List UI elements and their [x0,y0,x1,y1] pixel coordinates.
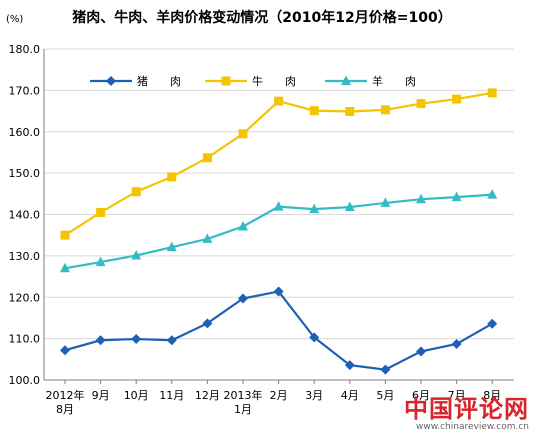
chart-title: 猪肉、牛肉、羊肉价格变动情况（2010年12月价格=100） [71,9,451,26]
y-tick-label: 120.0 [9,291,41,304]
x-tick-label: 7月 [448,389,466,402]
data-point [60,345,70,356]
legend-label: 羊 肉 [372,74,416,88]
series-1 [60,88,497,240]
legend-marker [221,76,231,86]
data-point [452,94,462,104]
data-point [344,360,355,371]
data-point [202,318,213,329]
data-point [95,335,106,346]
series-group [60,88,498,375]
legend-label: 牛 肉 [252,74,296,88]
watermark: 中国评论网 www.chinareview.com.cn [404,397,529,432]
series-0 [60,286,498,375]
x-tick-label: 9月 [92,389,110,402]
x-tick-label: 4月 [341,389,359,402]
legend-label: 猪 肉 [137,75,181,88]
data-point [380,197,391,207]
y-axis-ticks: 100.0 110.0 120.0 130.0 140.0 150.0 160.0 170.0… [9,43,41,387]
data-point [451,191,462,202]
data-point [309,332,320,343]
y-tick-label: 140.0 [9,209,41,222]
y-tick-label: 110.0 [9,333,41,346]
data-point [202,233,213,243]
data-point [166,335,177,346]
data-point [273,201,284,211]
legend: 猪 肉牛 肉羊 肉 [90,74,416,88]
data-point [167,172,177,182]
y-tick-label: 170.0 [9,84,41,97]
data-point [487,88,497,98]
x-tick-label: 8月 [483,389,501,402]
data-point [345,106,355,116]
data-point [451,339,462,350]
watermark-logo-text: 中国评论网 [404,394,529,423]
data-point [238,220,248,231]
data-point [60,230,70,240]
x-tick-label: 2月 [270,389,288,402]
data-point [95,256,106,267]
data-point [238,293,248,304]
x-tick-label: 10月 [124,389,149,402]
x-tick-label: 11月 [159,389,184,402]
data-point [487,318,498,329]
watermark-url: www.chinareview.com.cn [415,422,529,432]
y-tick-label: 100.0 [9,374,41,387]
data-point [274,96,284,106]
axes [43,49,514,384]
legend-marker [106,76,116,86]
data-point [487,189,498,199]
data-point [273,286,284,297]
data-point [131,187,141,197]
y-unit-label: (%) [6,14,23,25]
x-tick-label: 3月 [305,389,323,402]
data-point [166,241,177,252]
data-point [131,249,142,260]
x-tick-label: 12月 [195,389,220,402]
y-tick-label: 130.0 [9,250,41,263]
x-tick-label: 2012年 8月 [46,388,85,416]
data-point [309,106,319,116]
legend-item-2: 羊 肉 [325,74,416,88]
data-point [380,105,390,115]
data-point [309,203,320,214]
data-point [202,153,212,163]
data-point [96,207,106,217]
data-point [344,201,355,212]
data-point [416,193,426,204]
x-tick-label: 6月 [412,389,430,402]
data-point [416,346,426,357]
legend-item-0: 猪 肉 [90,75,181,88]
x-tick-label: 2013年 1月 [224,388,263,416]
data-point [60,262,70,273]
data-point [238,129,248,139]
data-point [131,334,142,345]
y-tick-label: 180.0 [9,43,41,56]
data-point [416,99,426,109]
y-tick-label: 150.0 [9,167,41,180]
series-2 [60,189,498,273]
data-point [380,364,391,375]
grid [44,48,514,340]
y-tick-label: 160.0 [9,126,41,139]
x-axis-ticks: 2012年 8月 9月 10月 11月 12月 2013年 1月 2月 3月 4月 5月 6月 7月 8月 [46,388,502,416]
legend-marker [341,75,351,85]
x-tick-label: 5月 [376,389,394,402]
legend-item-1: 牛 肉 [205,74,296,88]
